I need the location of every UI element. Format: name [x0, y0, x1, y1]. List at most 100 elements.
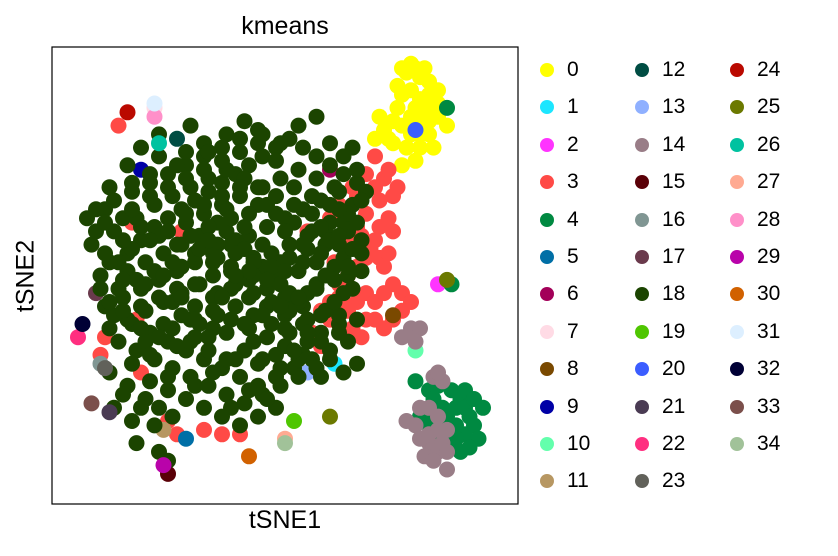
legend-item-11: 11: [540, 463, 589, 499]
legend-label: 30: [757, 282, 781, 306]
legend-item-0: 0: [540, 52, 579, 88]
legend-label: 12: [662, 58, 686, 81]
point-cluster-18: [227, 267, 244, 284]
legend-item-30: 30: [730, 276, 780, 312]
point-cluster-18: [313, 245, 329, 262]
point-cluster-18: [133, 320, 149, 337]
point-cluster-18: [322, 157, 338, 174]
legend-item-22: 22: [635, 426, 685, 462]
point-cluster-18: [178, 170, 194, 187]
legend-marker: [540, 137, 554, 152]
legend-label: 34: [757, 432, 781, 455]
point-cluster-12: [169, 130, 185, 147]
point-cluster-28: [146, 108, 163, 125]
legend-marker: [540, 63, 554, 77]
legend-marker: [730, 250, 744, 264]
legend-label: 29: [757, 245, 781, 268]
legend-item-23: 23: [635, 463, 685, 499]
point-cluster-18: [232, 368, 248, 385]
point-cluster-18: [232, 417, 248, 434]
legend-item-33: 33: [730, 389, 780, 425]
point-cluster-18: [277, 263, 293, 280]
legend-marker: [730, 362, 744, 377]
point-cluster-18: [196, 399, 212, 416]
point-cluster-3: [380, 245, 397, 262]
point-cluster-18: [79, 210, 95, 227]
point-cluster-18: [151, 329, 167, 346]
legend-label: 11: [567, 469, 589, 493]
point-cluster-18: [254, 236, 271, 253]
point-cluster-18: [142, 166, 158, 183]
legend-label: 25: [757, 95, 781, 119]
legend-marker: [540, 100, 554, 115]
legend-label: 0: [567, 58, 579, 81]
point-cluster-18: [335, 364, 352, 381]
point-cluster-18: [106, 192, 122, 209]
point-cluster-18: [142, 188, 158, 205]
point-cluster-3: [110, 117, 127, 134]
point-cluster-3: [371, 192, 388, 209]
point-cluster-18: [245, 285, 262, 302]
point-cluster-18: [313, 368, 329, 385]
point-cluster-30: [241, 448, 257, 465]
point-cluster-18: [286, 342, 302, 359]
point-cluster-18: [142, 232, 158, 249]
point-cluster-18: [151, 148, 167, 165]
point-cluster-18: [200, 342, 217, 359]
point-cluster-18: [241, 382, 257, 399]
point-cluster-18: [182, 333, 199, 350]
legend-label: 4: [567, 207, 579, 231]
point-cluster-14: [407, 333, 424, 350]
point-cluster-18: [142, 346, 158, 363]
point-cluster-18: [173, 289, 190, 306]
legend-label: 6: [567, 282, 579, 306]
point-cluster-18: [101, 320, 118, 337]
legend-item-7: 7: [540, 314, 579, 350]
legend-label: 19: [662, 319, 686, 343]
point-cluster-18: [344, 280, 361, 297]
legend-item-29: 29: [730, 239, 780, 275]
point-cluster-18: [218, 126, 235, 143]
point-cluster-18: [353, 263, 370, 280]
point-cluster-18: [214, 188, 230, 205]
point-cluster-0: [421, 126, 437, 143]
point-cluster-0: [425, 139, 442, 156]
point-cluster-18: [349, 355, 365, 372]
legend-item-25: 25: [730, 89, 780, 125]
legend-marker: [730, 175, 744, 190]
legend-marker: [540, 362, 554, 377]
point-cluster-18: [304, 205, 320, 222]
point-cluster-18: [101, 179, 118, 196]
point-cluster-18: [169, 338, 185, 355]
legend-item-17: 17: [635, 239, 685, 275]
legend-marker: [540, 287, 554, 302]
point-cluster-18: [227, 245, 244, 262]
plot-frame: [51, 46, 519, 505]
point-cluster-18: [326, 271, 343, 288]
point-cluster-18: [178, 205, 194, 222]
point-cluster-26: [151, 135, 167, 152]
point-cluster-18: [344, 139, 361, 156]
point-cluster-18: [115, 271, 131, 288]
legend-label: 17: [662, 245, 686, 268]
legend-item-15: 15: [635, 164, 685, 200]
legend-marker: [540, 324, 554, 339]
legend-label: 15: [662, 170, 686, 194]
point-cluster-18: [281, 236, 298, 253]
point-cluster-18: [115, 302, 131, 319]
point-cluster-18: [349, 161, 365, 178]
point-cluster-18: [254, 307, 271, 324]
point-cluster-18: [340, 258, 356, 275]
point-cluster-18: [290, 161, 307, 178]
point-cluster-14: [425, 452, 442, 469]
legend-marker: [635, 100, 649, 115]
point-cluster-18: [115, 386, 131, 403]
legend-label: 1: [567, 95, 579, 119]
point-cluster-18: [313, 333, 329, 350]
point-cluster-18: [349, 214, 365, 231]
legend-item-13: 13: [635, 89, 685, 125]
point-cluster-18: [164, 408, 181, 425]
legend-item-24: 24: [730, 52, 780, 88]
legend-marker: [730, 287, 744, 302]
point-cluster-18: [295, 139, 311, 156]
